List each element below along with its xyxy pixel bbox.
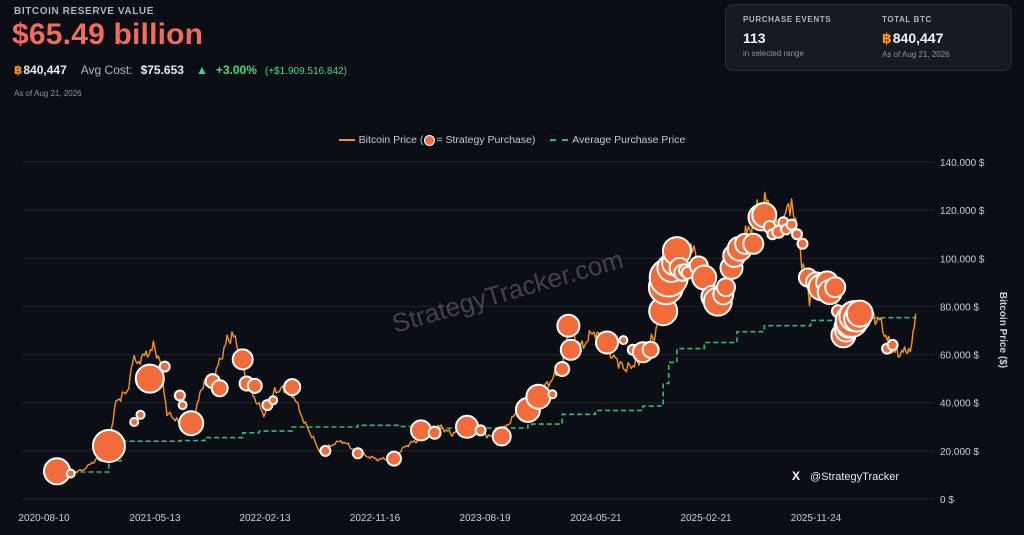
purchase-bubble xyxy=(129,417,140,427)
reserve-value-label: BITCOIN RESERVE VALUE xyxy=(14,6,155,17)
purchase-bubble xyxy=(173,389,186,402)
total-btc-sub: As of Aug 21, 2026 xyxy=(882,50,950,59)
x-tick-label: 2021-05-13 xyxy=(129,513,181,524)
purchase-bubble xyxy=(246,377,263,394)
reserve-value: $65.49 billion xyxy=(12,18,204,51)
purchase-dot-icon xyxy=(424,134,436,146)
purchase-bubble xyxy=(351,447,364,460)
average-price-line xyxy=(57,316,917,474)
chart-legend: Bitcoin Price ( = Strategy Purchase) Ave… xyxy=(0,132,1024,146)
purchase-bubble xyxy=(796,237,809,250)
stats-row: ฿840,447 Avg Cost: $75.653 ▲ +3.00% (+$1… xyxy=(14,63,347,77)
purchase-bubble xyxy=(283,378,302,397)
total-btc-label: TOTAL BTC xyxy=(882,15,932,24)
purchase-bubble xyxy=(134,363,165,394)
y-tick-label: 120.000 $ xyxy=(940,206,985,217)
purchase-bubble xyxy=(791,228,803,241)
purchase-events-sub: in selected range xyxy=(743,49,804,58)
avg-cost-label: Avg Cost: xyxy=(80,63,133,77)
legend-price-label-end: = Strategy Purchase) xyxy=(436,134,536,146)
purchase-events-label: PURCHASE EVENTS xyxy=(743,15,832,24)
y-axis-label: Bitcoin Price ($) xyxy=(997,292,1008,368)
y-tick-label: 40.000 $ xyxy=(940,399,979,410)
btc-amount: 840,447 xyxy=(23,63,67,77)
purchase-bubble xyxy=(554,361,571,377)
btc-symbol-icon: ฿ xyxy=(882,30,892,46)
purchase-bubble xyxy=(65,468,76,479)
y-tick-label: 20.000 $ xyxy=(940,447,979,458)
x-tick-label: 2022-02-13 xyxy=(239,513,291,524)
purchase-bubble xyxy=(559,338,582,361)
purchase-bubble xyxy=(547,389,558,400)
purchase-bubble xyxy=(474,424,487,437)
as-of-date: As of Aug 21, 2026 xyxy=(14,89,82,98)
legend-average-label: Average Purchase Price xyxy=(572,134,686,146)
purchase-bubble xyxy=(641,340,660,359)
x-logo-icon: X xyxy=(792,469,801,483)
purchase-bubble xyxy=(178,410,205,437)
purchase-bubble xyxy=(556,313,581,338)
legend-price-label-start: Bitcoin Price ( xyxy=(358,134,424,146)
grid-lines xyxy=(22,161,935,500)
purchase-bubble xyxy=(742,232,765,255)
x-tick-label: 2020-08-10 xyxy=(18,513,70,524)
legend-price-swatch xyxy=(338,139,355,141)
purchase-bubble xyxy=(410,419,432,442)
y-tick-label: 140.000 $ xyxy=(940,158,985,169)
x-tick-label: 2025-11-24 xyxy=(791,513,842,524)
purchase-bubble xyxy=(268,395,279,406)
total-btc-value-row: ฿840,447 xyxy=(882,30,950,47)
purchase-bubble xyxy=(455,414,479,439)
x-tick-label: 2024-05-21 xyxy=(570,513,622,524)
summary-panel: PURCHASE EVENTS 113 in selected range TO… xyxy=(725,4,1012,71)
y-tick-label: 60.000 $ xyxy=(940,351,979,362)
purchase-bubble xyxy=(177,400,188,411)
change-percent: +3.00% xyxy=(215,63,257,77)
change-absolute: (+$1.909.516.842) xyxy=(264,66,347,77)
purchase-bubble xyxy=(386,450,402,467)
purchase-bubble xyxy=(824,276,847,299)
purchase-bubble xyxy=(158,360,171,373)
x-tick-label: 2022-11-16 xyxy=(350,513,401,524)
purchase-bubble xyxy=(716,277,736,298)
purchase-bubble xyxy=(785,218,798,231)
total-btc-value: 840,447 xyxy=(892,30,944,46)
total-btc-stat: TOTAL BTC ฿840,447 As of Aug 21, 2026 xyxy=(882,15,950,59)
x-tick-label: 2025-02-21 xyxy=(680,513,732,524)
purchase-bubble xyxy=(43,457,71,486)
purchase-bubble xyxy=(525,383,552,410)
purchase-events-stat: PURCHASE EVENTS 113 in selected range xyxy=(743,15,831,58)
y-tick-label: 100.000 $ xyxy=(940,254,985,265)
btc-symbol-icon: ฿ xyxy=(14,63,23,77)
legend-item-price[interactable]: Bitcoin Price ( = Strategy Purchase) xyxy=(338,134,536,146)
y-tick-label: 0 $ xyxy=(940,495,954,506)
purchase-bubble xyxy=(231,348,254,371)
legend-item-average[interactable]: Average Purchase Price xyxy=(550,134,685,146)
legend-average-swatch xyxy=(550,139,569,141)
x-tick-label: 2023-08-19 xyxy=(459,513,511,524)
social-handle[interactable]: X @StrategyTracker xyxy=(792,469,899,483)
purchase-bubble xyxy=(845,299,874,328)
purchase-bubble xyxy=(319,444,332,457)
x-axis-ticks: 2020-08-10 2021-05-13 2022-02-13 2022-11-16… xyxy=(18,513,841,524)
purchase-bubble xyxy=(135,409,146,420)
average-price-series xyxy=(57,316,917,474)
purchase-bubble xyxy=(595,330,619,355)
avg-cost-value: $75.653 xyxy=(140,63,184,77)
btc-holdings: ฿840,447 xyxy=(14,63,67,77)
purchase-events-value: 113 xyxy=(743,30,766,46)
change-up-icon: ▲ xyxy=(195,63,208,77)
purchase-bubble xyxy=(91,429,126,463)
purchase-bubble xyxy=(491,426,512,447)
purchase-bubble xyxy=(427,425,442,440)
social-handle-text: @StrategyTracker xyxy=(810,471,900,483)
y-tick-label: 80.000 $ xyxy=(940,302,979,313)
purchase-bubbles xyxy=(43,202,899,486)
purchase-bubble xyxy=(886,338,899,351)
y-axis-ticks: 0 $ 20.000 $ 40.000 $ 60.000 $ 80.000 $ 100.0… xyxy=(940,158,985,506)
purchase-bubble xyxy=(618,335,629,346)
purchase-bubble xyxy=(210,379,229,398)
